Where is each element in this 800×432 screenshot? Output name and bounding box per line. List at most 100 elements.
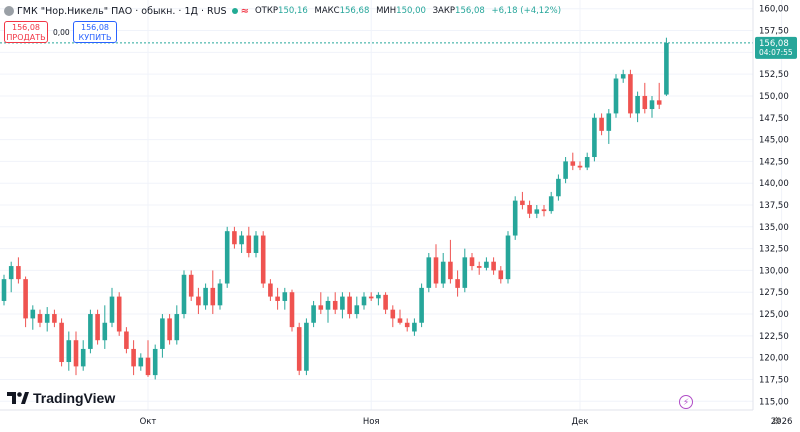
candle-body: [664, 42, 669, 95]
candle-body: [498, 270, 504, 280]
candle-body: [433, 257, 439, 284]
candle-body: [599, 117, 604, 131]
candle-body: [304, 322, 309, 371]
candle-body: [656, 100, 662, 105]
y-tick-label: 140,00: [759, 179, 789, 189]
candle-body: [635, 95, 640, 114]
candle-up: [325, 296, 331, 323]
candle-up: [109, 287, 115, 328]
candle-up: [138, 353, 144, 371]
candle-body: [476, 266, 482, 268]
candle-up: [1, 274, 7, 306]
candle-body: [620, 74, 626, 79]
candle-up: [224, 226, 230, 288]
candle-down: [541, 205, 547, 217]
candle-body: [462, 257, 468, 288]
candle-body: [426, 257, 432, 288]
candle-body: [469, 257, 475, 267]
candle-body: [527, 205, 532, 214]
candle-body: [116, 296, 122, 332]
candle-down: [397, 309, 403, 325]
x-tick-label: Дек: [571, 417, 588, 427]
candle-body: [361, 296, 367, 306]
close-value: 156,08: [455, 6, 485, 16]
candle-body: [376, 294, 381, 299]
candle-body: [102, 322, 108, 341]
candle-up: [426, 252, 432, 293]
lightning-icon[interactable]: ⚡: [679, 395, 693, 409]
candle-body: [73, 340, 79, 367]
candle-body: [217, 283, 223, 306]
candle-body: [455, 279, 460, 288]
candle-down: [498, 266, 504, 284]
candle-body: [145, 357, 151, 376]
candle-down: [268, 279, 273, 301]
candle-down: [527, 200, 532, 219]
settings-icon[interactable]: ⚙: [772, 416, 781, 427]
candle-up: [203, 283, 208, 310]
buy-label: КУПИТЬ: [78, 33, 112, 42]
candle-up: [361, 292, 367, 310]
grid-lines: [0, 0, 783, 410]
candle-up: [354, 296, 360, 319]
candle-body: [340, 296, 345, 310]
low-label: МИН: [376, 6, 397, 16]
tradingview-logo-text: TradingView: [33, 390, 116, 406]
candle-body: [16, 266, 21, 280]
candle-down: [469, 252, 475, 271]
candle-body: [541, 209, 547, 212]
candle-down: [275, 287, 280, 310]
candle-down: [116, 292, 122, 336]
market-status-icon[interactable]: [231, 8, 238, 14]
candle-up: [66, 331, 72, 371]
candle-body: [275, 296, 280, 301]
y-tick-label: 157,50: [759, 27, 789, 37]
candle-up: [253, 231, 259, 258]
candle-body: [404, 322, 410, 328]
candle-up: [30, 305, 36, 330]
sell-price: 156,08: [12, 23, 40, 32]
candle-body: [296, 327, 302, 371]
time-axis[interactable]: Окт Ноя Дек 2026: [140, 417, 793, 427]
buy-button[interactable]: 156,08 КУПИТЬ: [73, 21, 117, 43]
chart-header: ГМК "Нор.Никель" ПАО · обыкн. · 1Д · RUS…: [4, 3, 565, 19]
candle-body: [232, 231, 237, 245]
candle-down: [577, 161, 583, 171]
candle-body: [44, 314, 50, 323]
tradingview-logo-icon: [7, 392, 29, 404]
candle-down: [260, 231, 266, 288]
sell-label: ПРОДАТЬ: [6, 33, 46, 42]
price-tag: 156,08 04:07:55: [755, 36, 797, 59]
symbol-title[interactable]: ГМК "Нор.Никель" ПАО · обыкн. · 1Д · RUS: [17, 5, 227, 17]
candle-up: [181, 270, 187, 319]
low-value: 150,00: [396, 6, 426, 16]
y-tick-label: 150,00: [759, 92, 789, 102]
candle-down: [491, 257, 496, 275]
candle-up: [80, 340, 86, 371]
candle-up: [376, 292, 381, 306]
candle-body: [563, 161, 568, 179]
candle-body: [181, 274, 187, 315]
candle-down: [23, 276, 28, 328]
candle-body: [354, 305, 360, 315]
candle-up: [556, 174, 561, 201]
candle-up: [304, 318, 309, 376]
candle-up: [160, 314, 165, 358]
candle-down: [246, 226, 252, 258]
candle-down: [188, 270, 194, 301]
candle-body: [30, 309, 36, 319]
candle-down: [628, 69, 633, 118]
candle-up: [412, 318, 417, 336]
sell-button[interactable]: 156,08 ПРОДАТЬ: [4, 21, 48, 43]
candle-body: [109, 296, 115, 323]
price-axis[interactable]: 160,00157,50155,00152,50150,00147,50145,…: [759, 5, 789, 408]
tradingview-logo[interactable]: TradingView: [7, 389, 115, 407]
candle-body: [491, 261, 496, 271]
y-tick-label: 135,00: [759, 223, 789, 233]
y-tick-label: 142,50: [759, 157, 789, 167]
wave-icon[interactable]: ≈: [240, 5, 249, 17]
y-tick-label: 125,00: [759, 310, 789, 320]
candle-body: [260, 235, 266, 284]
candle-up: [419, 283, 424, 328]
